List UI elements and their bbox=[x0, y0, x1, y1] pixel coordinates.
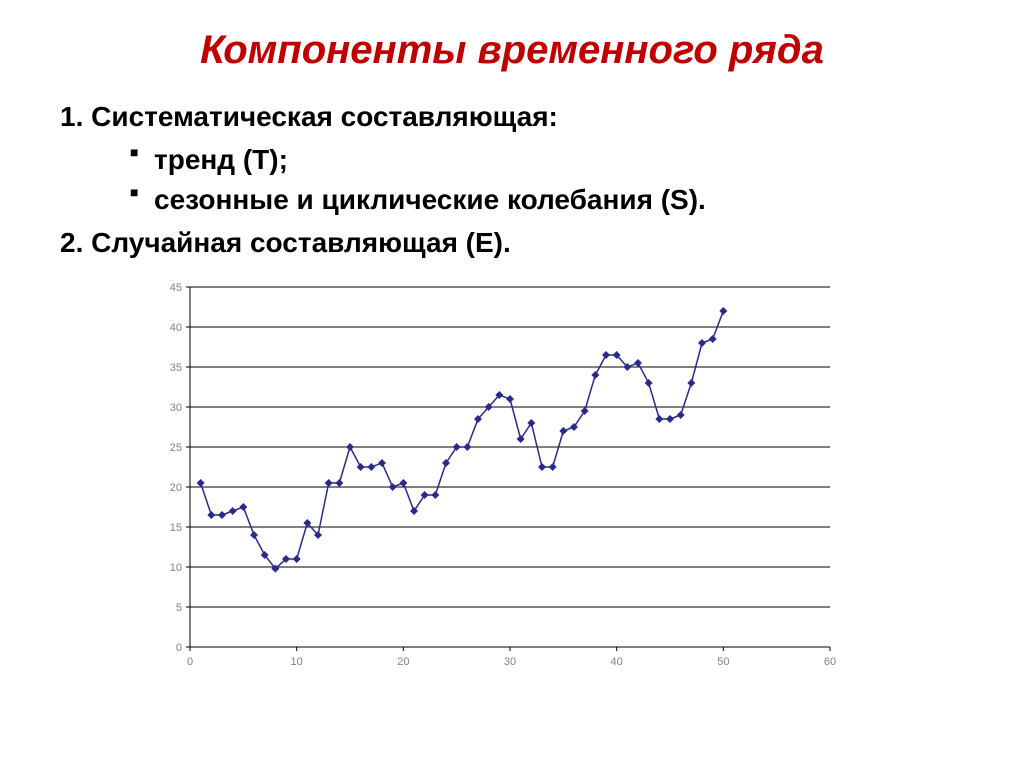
svg-text:50: 50 bbox=[717, 656, 729, 668]
svg-text:10: 10 bbox=[291, 656, 303, 668]
bullet-trend: тренд (Т); bbox=[130, 140, 964, 181]
svg-text:45: 45 bbox=[170, 282, 182, 294]
svg-text:10: 10 bbox=[170, 562, 182, 574]
svg-text:40: 40 bbox=[170, 322, 182, 334]
svg-text:20: 20 bbox=[397, 656, 409, 668]
body-text: 1. Систематическая составляющая: тренд (… bbox=[60, 97, 964, 263]
list-item-2: 2. Случайная составляющая (E). bbox=[60, 223, 964, 264]
svg-text:5: 5 bbox=[176, 602, 182, 614]
bullet-seasonal: сезонные и циклические колебания (S). bbox=[130, 180, 964, 221]
slide: Компоненты временного ряда 1. Систематич… bbox=[0, 0, 1024, 767]
slide-title: Компоненты временного ряда bbox=[60, 28, 964, 73]
svg-text:25: 25 bbox=[170, 442, 182, 454]
svg-text:35: 35 bbox=[170, 362, 182, 374]
svg-text:60: 60 bbox=[824, 656, 836, 668]
svg-text:15: 15 bbox=[170, 522, 182, 534]
svg-text:30: 30 bbox=[504, 656, 516, 668]
chart-container: 0 5 10 15 20 25 30 35 40 45 0 10 20 30 40 50 60 bbox=[150, 277, 964, 672]
item1-text: Систематическая составляющая: bbox=[91, 101, 558, 132]
item1-prefix: 1. bbox=[60, 101, 83, 132]
svg-text:0: 0 bbox=[187, 656, 193, 668]
list-item-1: 1. Систематическая составляющая: bbox=[60, 97, 964, 138]
svg-text:20: 20 bbox=[170, 482, 182, 494]
time-series-chart: 0 5 10 15 20 25 30 35 40 45 0 10 20 30 40 50 60 bbox=[150, 277, 850, 672]
svg-text:0: 0 bbox=[176, 642, 182, 654]
svg-text:40: 40 bbox=[611, 656, 623, 668]
sublist: тренд (Т); сезонные и циклические колеба… bbox=[60, 140, 964, 221]
svg-text:30: 30 bbox=[170, 402, 182, 414]
